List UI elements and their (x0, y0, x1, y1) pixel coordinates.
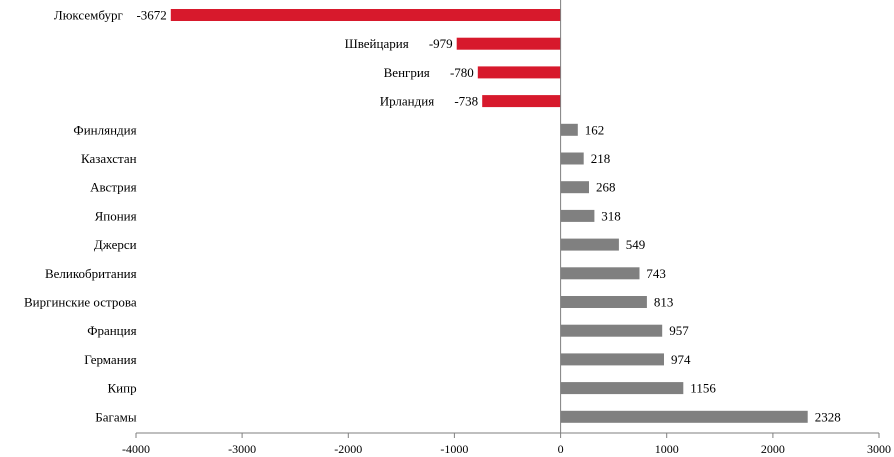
bar (560, 123, 578, 136)
data-label: 218 (591, 151, 611, 166)
category-label: Япония (95, 208, 137, 223)
category-label: Джерси (94, 237, 137, 252)
data-label: 549 (626, 237, 646, 252)
bar (560, 324, 663, 337)
category-label: Германия (84, 352, 136, 367)
x-tick-label: -4000 (122, 442, 150, 456)
data-label: 1156 (690, 381, 716, 396)
x-axis: -4000 -3000 -2000 -1000 0 1000 2000 3000 (122, 0, 891, 456)
data-label: -738 (454, 94, 478, 109)
category-label: Великобритания (45, 266, 137, 281)
x-tick-label: -2000 (334, 442, 362, 456)
bar (477, 66, 561, 79)
x-tick-label: 0 (558, 442, 564, 456)
bars (170, 9, 808, 423)
bar (560, 181, 589, 194)
category-label: Виргинские острова (24, 295, 137, 310)
category-label: Ирландия (380, 94, 435, 109)
bar (560, 296, 647, 308)
bar (170, 9, 561, 21)
data-label: 268 (596, 180, 616, 195)
category-label: Люксембург (54, 8, 123, 23)
data-label: 162 (585, 122, 605, 137)
bar (560, 382, 684, 395)
bar (560, 152, 584, 165)
data-label: 813 (654, 295, 674, 310)
x-tick-label: -3000 (228, 442, 256, 456)
category-label: Франция (87, 323, 136, 338)
x-tick-label: 3000 (867, 442, 891, 456)
category-labels: Люксембург Швейцария Венгрия Ирландия Финлян… (24, 8, 434, 425)
bar (560, 267, 640, 280)
category-label: Швейцария (345, 36, 409, 51)
category-label: Финляндия (73, 122, 136, 137)
x-tick-label: 2000 (761, 442, 785, 456)
data-label: -780 (450, 65, 474, 80)
x-tick-label: -1000 (440, 442, 468, 456)
x-tick-label: 1000 (655, 442, 679, 456)
category-label: Кипр (108, 381, 137, 396)
data-label: 318 (601, 208, 621, 223)
category-label: Казахстан (81, 151, 137, 166)
data-label: -3672 (136, 8, 166, 23)
bar (456, 37, 561, 50)
data-label: 957 (669, 323, 689, 338)
category-label: Австрия (90, 180, 137, 195)
bar (560, 238, 619, 251)
data-label: -979 (429, 36, 453, 51)
category-label: Багамы (95, 409, 137, 424)
category-label: Венгрия (384, 65, 430, 80)
bar (560, 209, 595, 222)
data-label: 974 (671, 352, 691, 367)
bar (560, 410, 808, 423)
bar (560, 353, 664, 366)
bar (482, 95, 561, 108)
data-label: 743 (646, 266, 666, 281)
data-label: 2328 (815, 409, 841, 424)
